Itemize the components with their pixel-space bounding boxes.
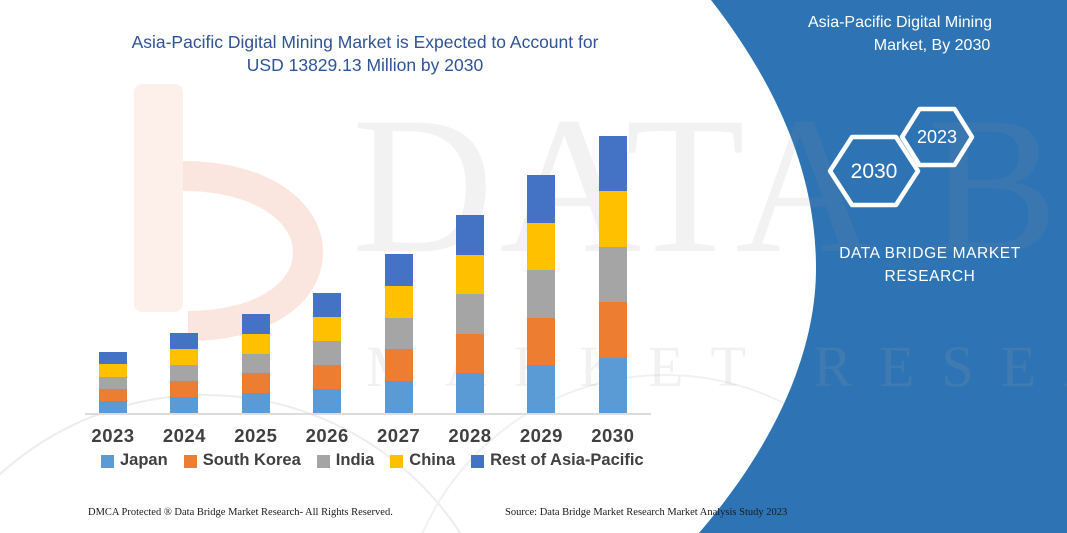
legend-label: India	[335, 451, 375, 469]
segment-rest-of-asia-pacific-2025	[241, 314, 270, 334]
x-label-2028: 2028	[448, 425, 492, 446]
brand-line1: DATA BRIDGE MARKET	[839, 245, 1021, 262]
legend-swatch	[390, 454, 404, 468]
segment-south-korea-2027	[384, 349, 413, 382]
legend-item-india: India	[316, 451, 375, 470]
segment-south-korea-2026	[313, 365, 342, 390]
segment-south-korea-2030	[598, 302, 627, 358]
legend-label: South Korea	[202, 451, 301, 469]
bar-2030	[598, 136, 627, 413]
segment-japan-2027	[384, 381, 413, 413]
x-label-2024: 2024	[162, 425, 206, 446]
segment-india-2030	[598, 246, 627, 303]
segment-south-korea-2024	[170, 381, 199, 398]
segment-india-2029	[527, 270, 556, 318]
segment-china-2030	[598, 191, 627, 247]
segment-rest-of-asia-pacific-2029	[527, 175, 556, 223]
footer-dmca-text: DMCA Protected ® Data Bridge Market Rese…	[88, 507, 393, 518]
brand-name: DATA BRIDGE MARKET RESEARCH	[790, 242, 1067, 288]
legend-swatch	[101, 454, 114, 468]
legend-swatch	[471, 454, 485, 468]
segment-china-2023	[99, 364, 127, 377]
segment-rest-of-asia-pacific-2024	[170, 333, 199, 350]
legend-label: China	[409, 451, 456, 469]
side-panel-title-line1: Asia-Pacific Digital Mining	[807, 14, 993, 31]
segment-rest-of-asia-pacific-2026	[313, 293, 342, 318]
legend-item-rest-of-asia-pacific: Rest of Asia-Pacific	[471, 451, 644, 470]
chart-title-line1: Asia-Pacific Digital Mining Market is Ex…	[131, 32, 599, 52]
segment-china-2027	[384, 285, 413, 318]
side-panel-title: Asia-Pacific Digital Mining Market, By 2…	[740, 11, 1060, 57]
segment-china-2024	[170, 349, 199, 366]
bar-chart-plot	[85, 136, 651, 415]
segment-south-korea-2028	[456, 333, 484, 374]
chart-title: Asia-Pacific Digital Mining Market is Ex…	[70, 31, 660, 77]
segment-rest-of-asia-pacific-2028	[456, 215, 484, 255]
legend-swatch	[183, 454, 197, 468]
legend-swatch	[316, 454, 330, 468]
side-panel-title-line2: Market, By 2030	[873, 37, 991, 54]
bar-2028	[456, 215, 484, 413]
segment-china-2028	[456, 254, 484, 295]
footer-source-text: Source: Data Bridge Market Research Mark…	[505, 507, 788, 518]
segment-india-2025	[241, 353, 270, 374]
legend-item-japan: Japan	[101, 451, 168, 470]
segment-india-2027	[384, 317, 413, 350]
legend-label: Rest of Asia-Pacific	[490, 451, 644, 469]
segment-japan-2023	[99, 400, 127, 413]
segment-japan-2029	[527, 365, 556, 413]
x-label-2030: 2030	[591, 425, 635, 446]
segment-japan-2028	[456, 373, 484, 413]
legend-label: Japan	[120, 451, 168, 469]
segment-japan-2025	[241, 393, 270, 413]
bar-2027	[384, 254, 413, 413]
segment-india-2026	[313, 341, 342, 366]
segment-india-2024	[170, 365, 199, 382]
segment-south-korea-2025	[241, 373, 270, 394]
bar-2029	[527, 175, 556, 413]
legend-item-south-korea: South Korea	[183, 451, 301, 470]
segment-china-2026	[313, 317, 342, 342]
segment-rest-of-asia-pacific-2023	[99, 352, 127, 365]
chart-title-line2: USD 13829.13 Million by 2030	[246, 55, 484, 75]
segment-china-2029	[527, 222, 556, 271]
segment-india-2023	[99, 376, 127, 389]
x-label-2029: 2029	[519, 425, 563, 446]
x-label-2025: 2025	[234, 425, 278, 446]
bar-2026	[313, 293, 342, 413]
x-label-2023: 2023	[91, 425, 135, 446]
x-label-2026: 2026	[305, 425, 349, 446]
footer: DMCA Protected ® Data Bridge Market Rese…	[88, 507, 787, 518]
segment-rest-of-asia-pacific-2030	[598, 136, 627, 192]
segment-japan-2024	[170, 397, 199, 413]
segment-japan-2026	[313, 389, 342, 413]
chart-legend: Japan South Korea India China Rest of Asia-P…	[101, 451, 644, 470]
segment-china-2025	[241, 333, 270, 354]
bar-2025	[241, 314, 270, 413]
bar-2023	[99, 352, 127, 413]
bar-2024	[170, 333, 199, 413]
segment-south-korea-2029	[527, 317, 556, 366]
brand-line2: RESEARCH	[884, 268, 976, 285]
segment-japan-2030	[598, 357, 627, 413]
x-label-2027: 2027	[377, 425, 421, 446]
legend-item-china: China	[390, 451, 455, 470]
segment-rest-of-asia-pacific-2027	[384, 254, 413, 286]
segment-india-2028	[456, 294, 484, 334]
segment-south-korea-2023	[99, 388, 127, 401]
